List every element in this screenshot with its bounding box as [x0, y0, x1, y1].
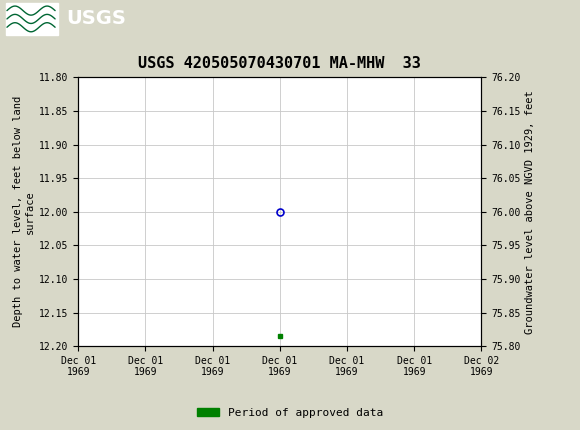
Legend: Period of approved data: Period of approved data	[193, 403, 387, 422]
Y-axis label: Groundwater level above NGVD 1929, feet: Groundwater level above NGVD 1929, feet	[525, 90, 535, 334]
Title: USGS 420505070430701 MA-MHW  33: USGS 420505070430701 MA-MHW 33	[139, 55, 421, 71]
Text: USGS: USGS	[67, 9, 126, 28]
Bar	[6, 3, 58, 35]
Y-axis label: Depth to water level, feet below land
surface: Depth to water level, feet below land su…	[13, 96, 35, 327]
